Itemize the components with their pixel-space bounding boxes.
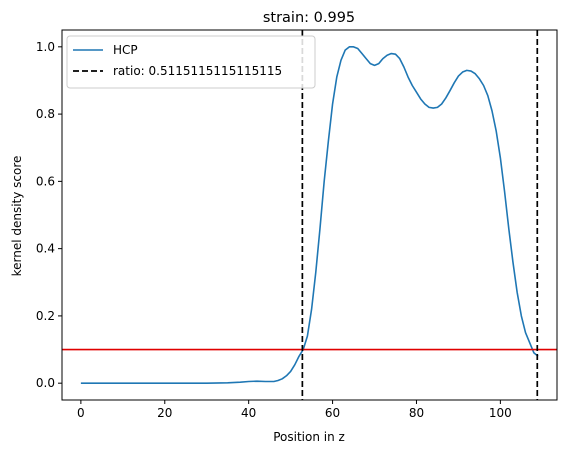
x-tick-label: 20	[157, 406, 172, 420]
chart-title: strain: 0.995	[263, 10, 355, 26]
y-axis-label: kernel density score	[10, 156, 24, 277]
y-tick-label: 0.0	[36, 376, 55, 390]
legend-box	[66, 35, 316, 89]
y-tick-label: 0.8	[36, 107, 55, 121]
y-tick-label: 0.6	[36, 174, 55, 188]
x-tick-label: 60	[325, 406, 340, 420]
series-line-hcp	[80, 46, 539, 384]
y-tick-label: 0.4	[36, 242, 55, 256]
x-tick-label: 0	[77, 406, 85, 420]
legend-label-series: HCP	[113, 43, 138, 57]
y-tick-label: 1.0	[36, 40, 55, 54]
x-tick-label: 100	[489, 406, 512, 420]
legend: HCP ratio: 0.5115115115115115	[66, 35, 316, 89]
legend-label-ratio: ratio: 0.5115115115115115	[113, 64, 282, 78]
axes-frame	[61, 29, 558, 401]
x-tick-label: 80	[409, 406, 424, 420]
plot-content	[62, 30, 557, 400]
x-axis-label: Position in z	[273, 430, 345, 444]
x-tick-label: 40	[241, 406, 256, 420]
plot-area: 0 20 40 60 80 100 0.0 0.2 0.4 0.6 0.8 1.0	[36, 29, 558, 420]
y-tick-label: 0.2	[36, 309, 55, 323]
